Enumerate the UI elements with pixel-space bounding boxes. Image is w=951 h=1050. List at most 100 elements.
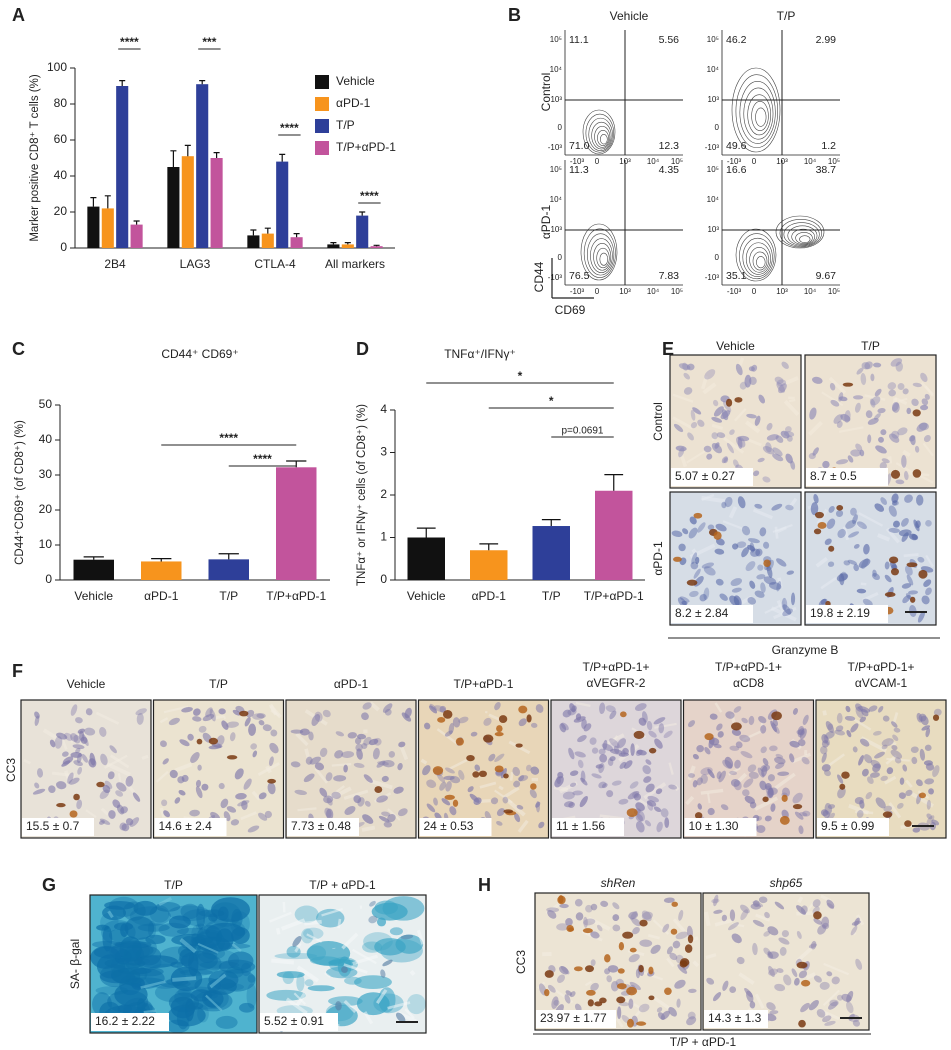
quant-label: 16.2 ± 2.22	[95, 1014, 155, 1028]
positive-cell	[734, 397, 743, 403]
nucleus	[856, 367, 864, 375]
nucleus	[380, 969, 386, 978]
nucleus	[683, 387, 693, 395]
row-label: SA- β-gal	[68, 939, 82, 989]
nucleus	[473, 797, 482, 805]
nucleus	[630, 911, 638, 921]
nucleus	[776, 379, 787, 387]
fiber	[714, 918, 733, 927]
stain-blob	[122, 901, 146, 921]
nucleus	[909, 533, 919, 541]
nucleus	[383, 821, 392, 828]
nucleus	[216, 735, 225, 746]
nucleus	[70, 751, 83, 758]
positive-cell	[515, 743, 523, 748]
bar	[87, 206, 100, 248]
nucleus	[49, 739, 56, 748]
nucleus	[771, 723, 780, 734]
fiber	[746, 437, 762, 447]
y-tick-label: 10³	[550, 95, 562, 104]
fiber	[745, 420, 761, 434]
nucleus	[863, 543, 870, 555]
nucleus	[792, 792, 803, 804]
quadrant-value: 2.99	[816, 34, 837, 46]
fiber	[642, 971, 663, 981]
contour	[755, 107, 767, 127]
nucleus	[862, 598, 873, 607]
nucleus	[760, 746, 767, 754]
fiber	[806, 901, 815, 912]
contour	[590, 238, 613, 273]
column-header: T/P+αPD-1+	[715, 660, 782, 674]
stain-blob	[316, 908, 345, 928]
positive-cell	[374, 786, 383, 794]
fiber	[838, 426, 864, 433]
nucleus	[230, 819, 240, 826]
nucleus	[467, 786, 474, 793]
nucleus	[635, 749, 643, 756]
y-tick-label: 0	[715, 123, 720, 132]
positive-cell	[503, 809, 514, 814]
contour	[743, 87, 774, 140]
fiber	[788, 398, 796, 403]
fiber	[240, 811, 257, 821]
y-tick-label: 10⁵	[707, 35, 719, 44]
nucleus	[635, 802, 645, 812]
nucleus	[707, 524, 715, 530]
nucleus	[837, 528, 846, 539]
positive-cell	[932, 714, 940, 721]
nucleus	[774, 756, 786, 765]
nucleus	[174, 797, 181, 804]
nucleus	[856, 810, 864, 818]
stain-blob	[274, 952, 318, 960]
nucleus	[378, 815, 390, 823]
micrograph-border	[804, 491, 937, 626]
fiber	[822, 989, 840, 1006]
nucleus	[760, 724, 767, 734]
fiber	[877, 533, 891, 542]
nucleus	[703, 445, 712, 453]
caption: Granzyme B	[772, 643, 839, 657]
nucleus	[926, 799, 931, 810]
nucleus	[926, 815, 935, 825]
positive-cell	[679, 960, 688, 968]
nucleus	[733, 706, 742, 713]
column-header: T/P	[777, 9, 796, 23]
nucleus	[108, 810, 116, 819]
fiber	[885, 527, 900, 544]
nucleus	[303, 773, 315, 783]
nucleus	[79, 730, 85, 742]
y-tick-label: 10⁵	[707, 165, 719, 174]
nucleus	[34, 711, 40, 719]
positive-cell	[648, 966, 654, 975]
y-tick-label: 20	[39, 502, 53, 516]
nucleus	[745, 561, 756, 572]
nucleus	[701, 562, 714, 569]
fiber	[324, 972, 331, 978]
nucleus	[634, 703, 647, 711]
nucleus	[778, 937, 790, 945]
nucleus	[458, 769, 465, 781]
quadrant-value: 46.2	[726, 34, 747, 46]
stain-blob	[296, 973, 305, 992]
micrograph-border	[20, 699, 152, 839]
nucleus	[774, 376, 784, 384]
nucleus	[646, 800, 654, 811]
stain-blob	[145, 934, 166, 945]
nucleus	[729, 909, 736, 922]
nucleus	[744, 374, 752, 388]
axis-key-label: CD69	[555, 303, 586, 317]
nucleus	[612, 902, 620, 910]
nucleus	[653, 717, 666, 725]
nucleus	[715, 578, 724, 586]
nucleus	[628, 953, 640, 963]
chart-title: CD44⁺ CD69⁺	[161, 347, 238, 361]
row-label: αPD-1	[539, 205, 553, 240]
micrograph-border	[702, 892, 870, 1031]
quadrant-value: 5.56	[659, 34, 680, 46]
nucleus	[404, 707, 412, 719]
quant-label: 23.97 ± 1.77	[540, 1011, 607, 1025]
nucleus	[308, 731, 314, 741]
x-tick-label: αPD-1	[144, 589, 179, 603]
x-tick-label: -10³	[727, 287, 742, 296]
